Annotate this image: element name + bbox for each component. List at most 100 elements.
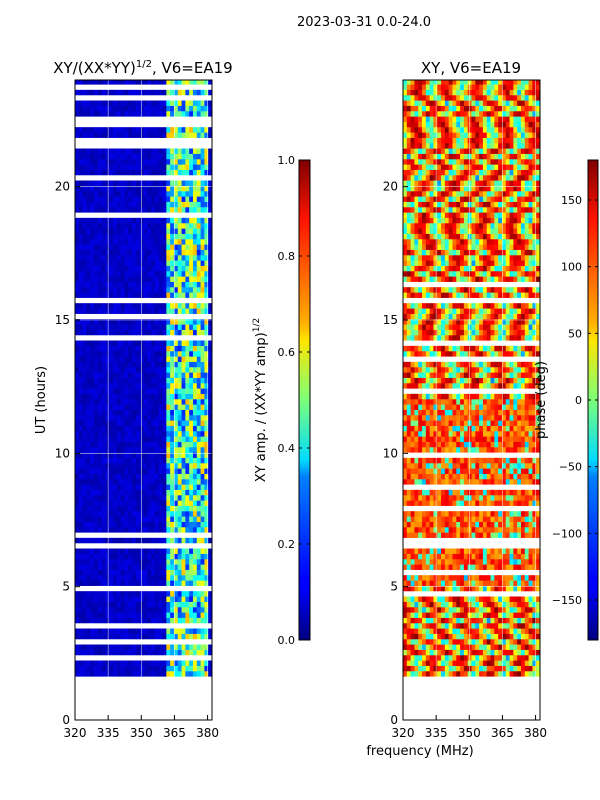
- heatmap-cell: [109, 436, 114, 442]
- heatmap-cell: [166, 500, 171, 506]
- heatmap-cell: [109, 244, 114, 250]
- heatmap-cell: [113, 276, 118, 282]
- heatmap-cell: [452, 420, 457, 426]
- heatmap-cell: [410, 574, 416, 581]
- heatmap-cell: [113, 196, 118, 202]
- y-tick-label: 10: [55, 446, 70, 460]
- heatmap-cell: [139, 414, 145, 421]
- heatmap-cell: [441, 654, 446, 661]
- heatmap-cell: [90, 574, 95, 581]
- heatmap-cell: [196, 537, 202, 544]
- heatmap-cell: [158, 393, 164, 400]
- heatmap-cell: [124, 393, 129, 400]
- heatmap-cell: [82, 393, 88, 400]
- heatmap-cell: [192, 308, 198, 314]
- heatmap-cell: [105, 281, 110, 288]
- heatmap-cell: [444, 601, 450, 608]
- heatmap-cell: [151, 468, 156, 474]
- heatmap-cell: [418, 654, 423, 661]
- heatmap-cell: [494, 478, 499, 485]
- heatmap-cell: [166, 228, 171, 234]
- heatmap-cell: [135, 494, 141, 501]
- heatmap-cell: [166, 201, 171, 208]
- heatmap-cell: [452, 622, 457, 629]
- heatmap-cell: [422, 500, 427, 506]
- heatmap-cell: [200, 414, 205, 421]
- heatmap-cell: [505, 670, 511, 677]
- heatmap-cell: [433, 564, 438, 570]
- heatmap-cell: [460, 564, 465, 570]
- heatmap-cell: [94, 660, 99, 666]
- heatmap-cell: [448, 585, 454, 592]
- heatmap-cell: [139, 617, 145, 624]
- heatmap-cell: [86, 249, 91, 256]
- heatmap-cell: [135, 222, 141, 229]
- heatmap-cell: [192, 628, 198, 634]
- heatmap-cell: [139, 372, 145, 378]
- heatmap-cell: [162, 356, 167, 362]
- heatmap-cell: [170, 617, 175, 624]
- heatmap-cell: [97, 665, 103, 672]
- heatmap-cell: [170, 190, 175, 197]
- heatmap-cell: [517, 468, 522, 474]
- heatmap-cell: [524, 601, 530, 608]
- heatmap-cell: [97, 468, 103, 474]
- heatmap-cell: [509, 532, 514, 538]
- heatmap-cell: [128, 382, 133, 389]
- heatmap-cell: [460, 654, 465, 661]
- heatmap-cell: [460, 660, 465, 666]
- heatmap-cell: [101, 409, 107, 416]
- heatmap-cell: [97, 617, 103, 624]
- heatmap-cell: [192, 473, 198, 480]
- heatmap-cell: [173, 206, 179, 213]
- heatmap-cell: [475, 601, 480, 608]
- x-tick-label: 350: [130, 726, 153, 740]
- heatmap-cell: [181, 80, 186, 85]
- heatmap-cell: [414, 548, 419, 554]
- heatmap-cell: [120, 649, 126, 656]
- heatmap-cell: [517, 601, 522, 608]
- heatmap-cell: [75, 564, 80, 570]
- heatmap-cell: [151, 388, 156, 394]
- heatmap-cell: [185, 126, 190, 133]
- heatmap-cell: [128, 238, 133, 245]
- heatmap-cell: [494, 654, 499, 661]
- heatmap-cell: [509, 425, 514, 432]
- heatmap-cell: [444, 532, 450, 538]
- heatmap-cell: [78, 393, 84, 400]
- heatmap-cell: [517, 526, 522, 533]
- heatmap-cell: [94, 580, 99, 586]
- heatmap-cell: [143, 558, 148, 565]
- heatmap-cell: [200, 201, 205, 208]
- heatmap-cell: [132, 553, 137, 560]
- heatmap-cell: [94, 350, 99, 357]
- heatmap-cell: [128, 153, 133, 160]
- heatmap-cell: [75, 409, 80, 416]
- heatmap-cell: [158, 233, 164, 240]
- heatmap-cell: [116, 569, 122, 576]
- heatmap-cell: [200, 670, 205, 677]
- heatmap-cell: [113, 644, 118, 650]
- heatmap-cell: [113, 649, 118, 656]
- heatmap-cell: [441, 580, 446, 586]
- heatmap-cell: [204, 148, 209, 154]
- heatmap-cell: [441, 430, 446, 437]
- heatmap-cell: [82, 233, 88, 240]
- heatmap-cell: [75, 446, 80, 453]
- heatmap-cell: [509, 622, 514, 629]
- heatmap-cell: [116, 345, 122, 352]
- heatmap-cell: [448, 606, 454, 613]
- heatmap-cell: [132, 80, 137, 85]
- heatmap-cell: [135, 409, 141, 416]
- heatmap-cell: [101, 329, 107, 336]
- heatmap-cell: [90, 468, 95, 474]
- heatmap-cell: [105, 190, 110, 197]
- heatmap-cell: [170, 350, 175, 357]
- heatmap-cell: [90, 606, 95, 613]
- heatmap-cell: [429, 665, 435, 672]
- heatmap-cell: [505, 665, 511, 672]
- heatmap-cell: [452, 441, 457, 448]
- heatmap-cell: [94, 516, 99, 522]
- heatmap-cell: [200, 196, 205, 202]
- heatmap-cell: [501, 473, 507, 480]
